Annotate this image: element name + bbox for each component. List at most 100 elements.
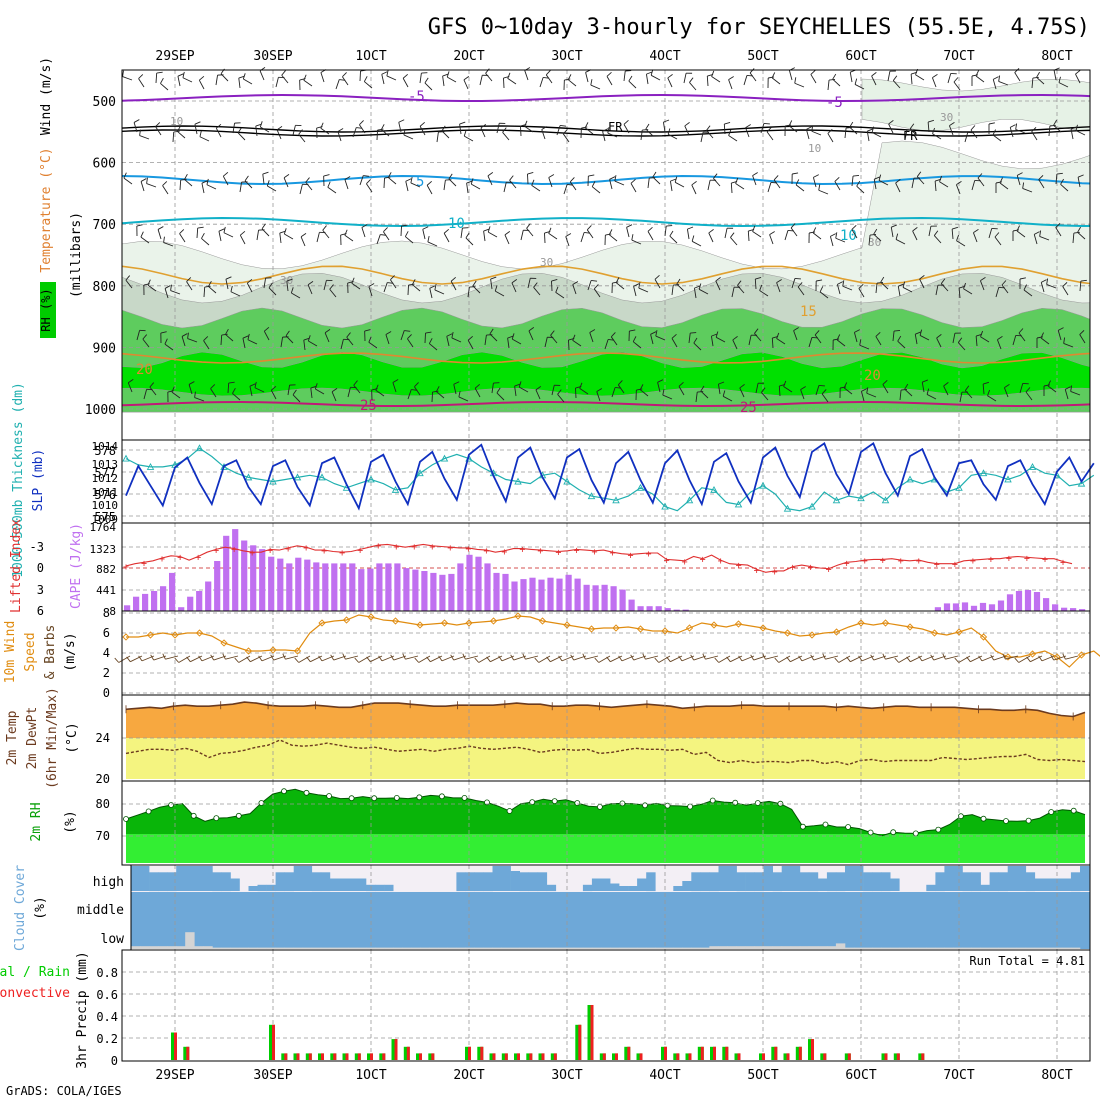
wind-barb-flag (419, 121, 425, 127)
rh-area (126, 789, 1085, 836)
cloud-high-bar (465, 872, 475, 892)
wind-barb-flag (773, 175, 779, 181)
wind-barb (541, 129, 546, 140)
wind-barb-flag (562, 129, 568, 135)
cloud-low-bar (465, 947, 475, 949)
rh-point (574, 800, 581, 806)
wind-barb (426, 185, 433, 195)
wind-barb (184, 179, 193, 187)
wind-barb (502, 132, 510, 141)
rh-point (642, 802, 648, 809)
wind-barb-flag (978, 655, 983, 662)
wind-tick-label: 0 (103, 686, 110, 700)
lifted-index-point: + (573, 545, 579, 556)
wind-barb-flag (330, 654, 335, 661)
wind-barb (904, 388, 913, 397)
contour-label-20-2: 20 (864, 368, 881, 384)
cloud-low-bar (384, 947, 394, 949)
wind-barb-flag (912, 226, 918, 232)
wind-barb (1077, 231, 1086, 240)
wind-barb-flag (450, 276, 456, 282)
wind-barb-flag (776, 279, 782, 283)
wind-barb-flag (331, 388, 338, 393)
wind-barb (926, 394, 937, 400)
thickness-point (514, 477, 522, 485)
wind-barb-flag (322, 225, 327, 231)
wind-barb-flag (810, 654, 815, 661)
thickness-point (416, 469, 424, 477)
wind-barb-flag (859, 339, 862, 346)
wind-barb (471, 183, 481, 190)
wind-barb (710, 336, 714, 347)
precip-convective-bar (884, 1053, 888, 1060)
wind-barb-flag (126, 656, 131, 662)
wind-barb-flag (632, 336, 637, 342)
wind-barb (533, 287, 541, 296)
contour-label-10-2: 10 (840, 228, 857, 244)
wind-barb-flag (871, 126, 875, 133)
wind-barb (140, 181, 145, 192)
wind-barb (939, 181, 949, 188)
wind-barb (479, 75, 483, 86)
rh-point (1025, 817, 1032, 824)
lifted-index-point: + (1060, 558, 1066, 569)
cape-bar (457, 563, 464, 611)
wind-barb-flag (507, 72, 511, 79)
cloud-high-bar (971, 872, 981, 892)
wind-barb-flag (378, 655, 383, 662)
cape-bar (268, 556, 275, 611)
wind-barb (815, 385, 820, 396)
cloud-low-bar (176, 946, 186, 949)
wind-barb-flag (534, 657, 540, 663)
thickness-point (710, 485, 718, 493)
wind-speed-point (857, 619, 865, 627)
wind-barb (975, 75, 985, 83)
wind-barb-flag (953, 77, 959, 83)
cloud-low-bar (356, 947, 367, 949)
cloud-high-bar (212, 872, 222, 892)
wind-barb-flag (384, 176, 391, 179)
cape-bar (1079, 609, 1086, 611)
wind-barb (1058, 82, 1069, 88)
wind-barb (1038, 179, 1045, 189)
wind-barb (359, 124, 366, 134)
cape-bar (934, 607, 941, 611)
wind-barb (443, 233, 450, 243)
wind-barb-flag (618, 655, 623, 662)
wind-barb (718, 655, 731, 663)
wind-barb (165, 655, 179, 660)
wind-barb-flag (329, 284, 334, 290)
thickness-point (979, 469, 988, 477)
wind-barb (705, 655, 719, 660)
cape-bar (655, 606, 662, 611)
wind-barb (400, 225, 402, 237)
date-axes: 29SEP29SEP30SEP30SEP1OCT1OCT2OCT2OCT3OCT… (155, 49, 1072, 1083)
lifted-index-point: + (537, 546, 543, 557)
lifted-index-point: + (1006, 553, 1012, 564)
date-label-top: 29SEP (155, 49, 194, 64)
wind-barb (225, 655, 239, 660)
cloud-low-bar (212, 947, 222, 949)
contour-label-10: 10 (448, 216, 465, 232)
wind-barb (790, 227, 798, 237)
wind-barb-flag (216, 123, 222, 129)
wind-barb (693, 342, 702, 351)
wind-barb (1053, 124, 1062, 133)
lifted-index-tick-label: 3 (37, 583, 44, 597)
wind-barb (400, 330, 405, 341)
cape-bar (376, 563, 383, 611)
wind-barb (992, 79, 997, 90)
date-label-bottom: 3OCT (551, 1068, 582, 1083)
lifted-index-point: + (393, 542, 399, 553)
wind-barb-flag (483, 228, 490, 232)
wind-barb (375, 389, 385, 397)
lifted-index-point: + (303, 543, 309, 554)
thickness-tick-label: 577 (94, 466, 116, 480)
wind-barb-flag (232, 387, 236, 394)
wind-barb (345, 655, 359, 660)
wind-barb (608, 234, 618, 242)
wind-barb-flag (666, 656, 671, 662)
cloud-low-bar (1061, 947, 1072, 949)
cape-bar (970, 605, 978, 611)
cloud-high-bar (329, 878, 340, 891)
